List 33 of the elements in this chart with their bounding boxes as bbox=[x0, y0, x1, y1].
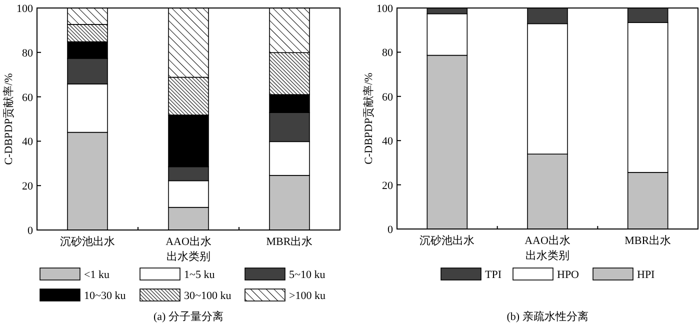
legend-label: 10~30 ku bbox=[84, 290, 126, 302]
legend-label: HPO bbox=[557, 269, 580, 281]
legend-label: >100 ku bbox=[289, 290, 326, 302]
y-tick-label: 100 bbox=[16, 3, 34, 15]
x-axis-title: 出水类别 bbox=[526, 249, 570, 262]
y-tick-label: 0 bbox=[28, 225, 34, 237]
y-tick-label: 20 bbox=[22, 180, 34, 193]
y-tick-label: 80 bbox=[22, 47, 34, 60]
y-axis-title: C-DBPDP贡献率/% bbox=[2, 73, 15, 165]
y-tick-label: 20 bbox=[382, 180, 394, 192]
legend-label: 5~10 ku bbox=[289, 269, 326, 281]
legend-label: HPI bbox=[637, 269, 656, 281]
y-tick-label: 60 bbox=[22, 92, 34, 104]
x-tick-label: MBR出水 bbox=[624, 234, 672, 247]
x-tick-label: 沉砂池出水 bbox=[420, 234, 475, 247]
legend-label: 1~5 ku bbox=[184, 269, 216, 281]
y-tick-label: 60 bbox=[382, 91, 394, 104]
x-tick-label: MBR出水 bbox=[266, 235, 313, 248]
y-tick-label: 0 bbox=[388, 224, 394, 236]
y-tick-label: 40 bbox=[382, 136, 394, 148]
y-tick-label: 80 bbox=[382, 47, 394, 60]
legend-label: <1 ku bbox=[84, 269, 110, 281]
x-tick-label: AAO出水 bbox=[166, 235, 212, 248]
y-tick-label: 100 bbox=[376, 3, 394, 15]
legend-label: 30~100 ku bbox=[184, 290, 232, 302]
x-axis-title: 出水类别 bbox=[166, 250, 210, 263]
y-tick-label: 40 bbox=[22, 136, 34, 148]
y-axis-title: C-DBPDP贡献率/% bbox=[362, 72, 375, 164]
text: (b) 亲疏水性分离 bbox=[506, 310, 588, 323]
x-tick-label: AAO出水 bbox=[524, 234, 570, 247]
x-tick-label: 沉砂池出水 bbox=[60, 235, 115, 248]
text: (a) 分子量分离 bbox=[154, 310, 224, 323]
legend-label: TPI bbox=[485, 269, 502, 281]
